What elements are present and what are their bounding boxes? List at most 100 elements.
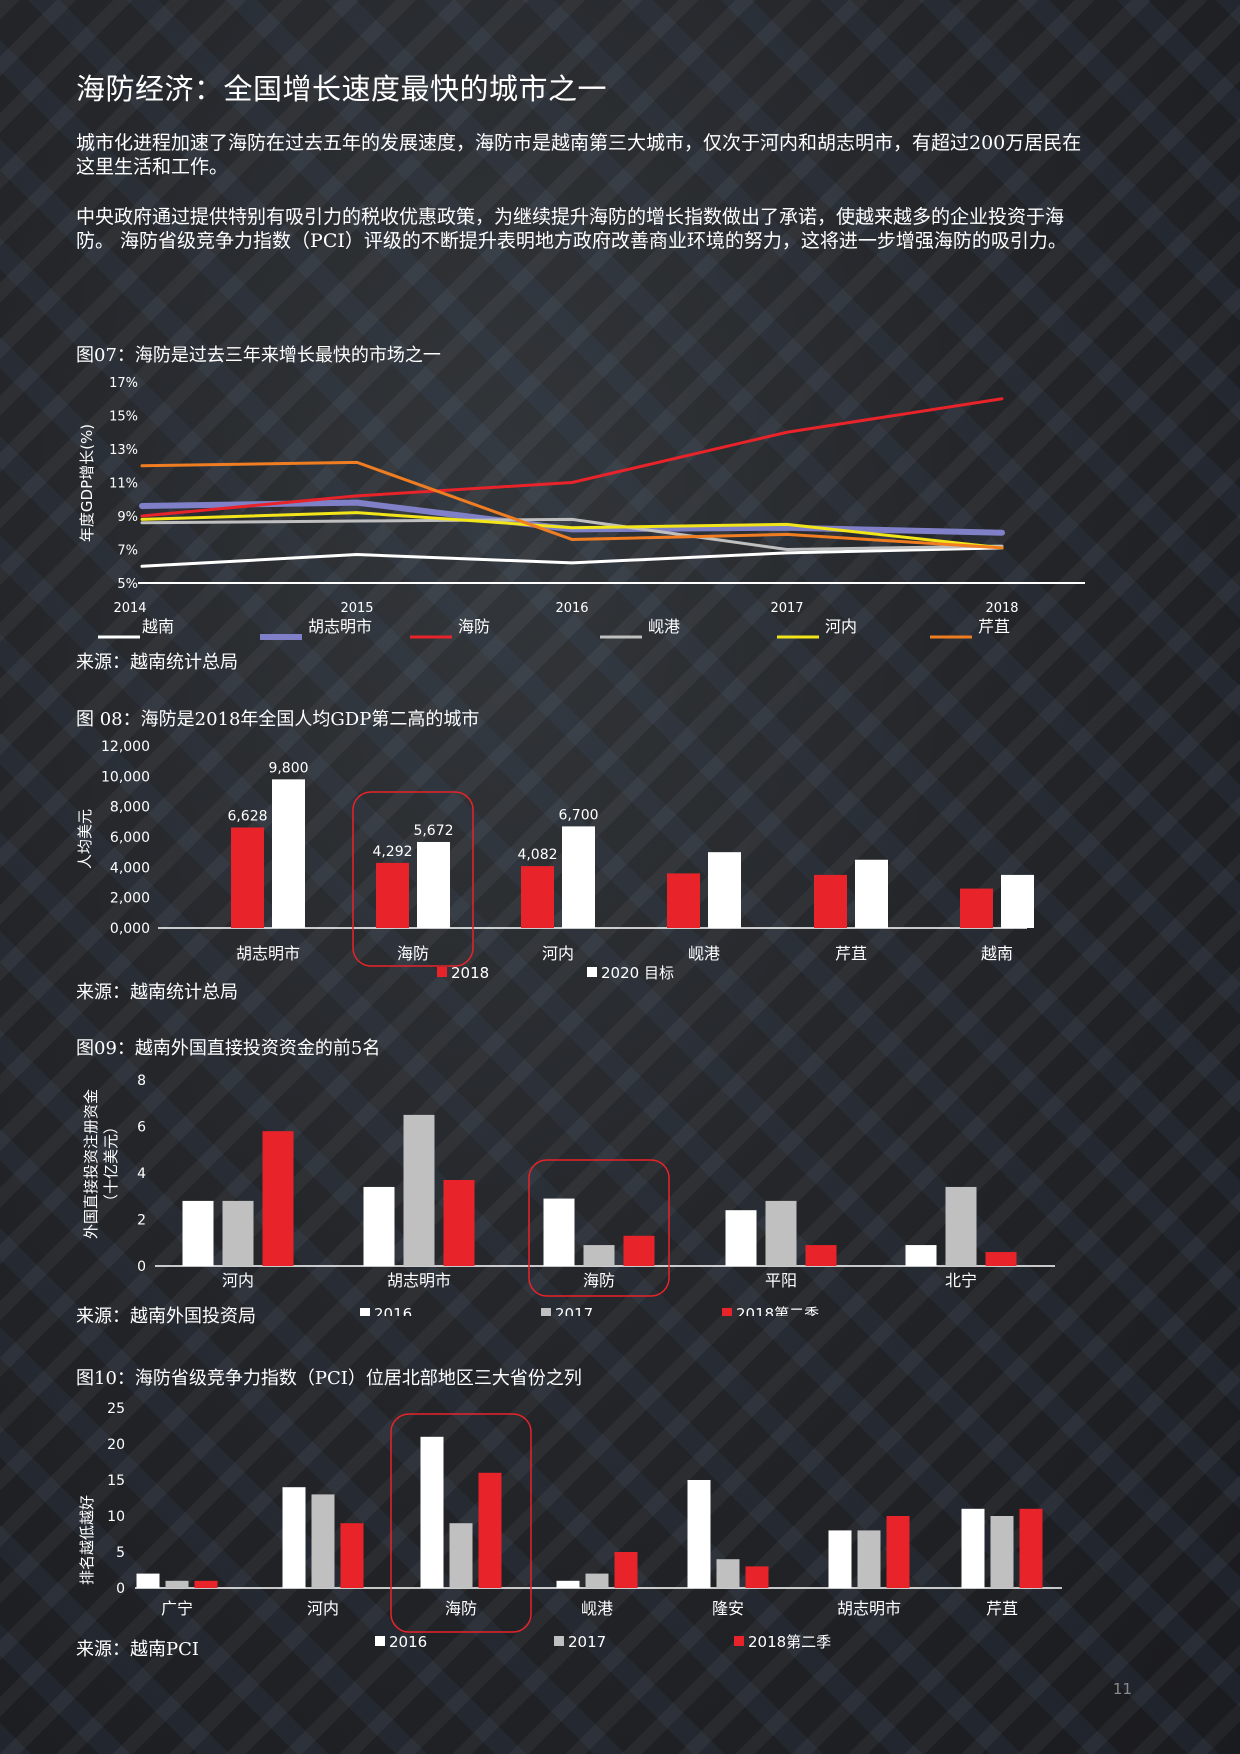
fig08-source: 来源：越南统计总局: [76, 982, 238, 1003]
fig10-title: 图10：海防省级竞争力指数（PCI）位居北部地区三大省份之列: [76, 1368, 582, 1389]
bar-0: [376, 862, 409, 928]
bar-0: [960, 888, 993, 928]
fig07-title: 图07：海防是过去三年来增长最快的市场之一: [76, 345, 441, 366]
bar-0: [420, 1436, 444, 1588]
category-label: 海防: [583, 1271, 615, 1290]
y-tick-label: 8,000: [110, 800, 150, 816]
data-label: 4,082: [517, 847, 557, 863]
bar-2: [614, 1552, 638, 1588]
legend-label: 2016: [374, 1305, 412, 1316]
y-tick-label: 17%: [109, 376, 138, 391]
bar-0: [556, 1580, 580, 1588]
bar-2: [478, 1472, 502, 1588]
data-label: 6,628: [227, 808, 267, 824]
y-tick-label: 5%: [117, 577, 138, 592]
legend-swatch: [554, 1636, 564, 1646]
bar-2: [443, 1179, 475, 1266]
series-line-3: [140, 517, 1004, 551]
bar-2: [340, 1523, 364, 1588]
bar-2: [745, 1566, 769, 1588]
y-tick-label: 2: [137, 1213, 146, 1229]
bar-0: [282, 1487, 306, 1588]
x-tick-label: 2018: [985, 601, 1018, 616]
category-label: 芹苴: [986, 1599, 1018, 1618]
x-tick-label: 2014: [113, 601, 146, 616]
fig09-source: 来源：越南外国投资局: [76, 1306, 256, 1327]
bar-0: [814, 874, 847, 928]
legend-swatch: [360, 1308, 370, 1316]
legend-label: 2017: [555, 1305, 593, 1316]
bar-0: [182, 1200, 214, 1266]
bar-1: [583, 1245, 615, 1266]
data-label: 5,672: [413, 823, 453, 839]
bar-1: [708, 852, 741, 928]
legend-label: 2018: [451, 964, 489, 982]
series-line-2: [140, 397, 1004, 518]
category-label: 胡志明市: [837, 1599, 901, 1618]
y-tick-label: 4: [137, 1166, 146, 1182]
highlight-box: [390, 1413, 532, 1633]
legend-label: 2020 目标: [601, 964, 674, 982]
category-label: 海防: [397, 944, 429, 963]
bar-0: [363, 1186, 395, 1266]
series-line-4: [140, 511, 1004, 550]
bar-1: [311, 1494, 335, 1588]
bar-1: [403, 1114, 435, 1266]
category-label: 岘港: [688, 944, 720, 963]
category-label: 平阳: [765, 1271, 797, 1290]
fig08-title: 图 08：海防是2018年全国人均GDP第二高的城市: [76, 709, 480, 730]
bar-0: [725, 1210, 757, 1266]
category-label: 广宁: [161, 1599, 193, 1618]
y-tick-label: 6: [137, 1120, 146, 1136]
y-tick-label: 20: [107, 1437, 125, 1453]
highlight-box: [528, 1159, 670, 1297]
y-tick-label: 8: [137, 1073, 146, 1089]
legend-swatch: [734, 1636, 744, 1646]
policy-paragraph: 中央政府通过提供特别有吸引力的税收优惠政策，为继续提升海防的增长指数做出了承诺，…: [76, 206, 1067, 252]
legend-swatch: [437, 967, 447, 977]
bar-0: [667, 873, 700, 928]
bar-1: [417, 841, 450, 928]
bar-0: [521, 866, 554, 928]
x-tick-label: 2017: [770, 601, 803, 616]
series-line-0: [140, 546, 1004, 568]
category-label: 越南: [981, 944, 1013, 963]
bar-1: [165, 1580, 189, 1588]
y-tick-label: 15%: [109, 410, 138, 425]
legend-swatch: [541, 1308, 551, 1316]
bar-2: [886, 1516, 910, 1588]
y-axis-label: 人均美元: [76, 809, 94, 869]
legend-label: 芹苴: [978, 617, 1010, 636]
y-axis-label: 年度GDP增长(%): [78, 424, 96, 542]
bar-1: [855, 859, 888, 928]
legend-label: 河内: [825, 617, 857, 636]
y-tick-label: 11%: [109, 477, 138, 492]
y-axis-label: （十亿美元）: [102, 1119, 120, 1209]
bar-1: [585, 1573, 609, 1588]
legend-label: 2018第二季: [748, 1633, 831, 1651]
bar-1: [272, 779, 305, 928]
y-tick-label: 12,000: [101, 739, 150, 755]
y-tick-label: 7%: [117, 544, 138, 559]
bar-1: [857, 1530, 881, 1588]
y-axis-label: 排名越低越好: [78, 1495, 96, 1585]
bar-2: [805, 1245, 837, 1266]
bar-0: [905, 1245, 937, 1266]
legend-label: 海防: [458, 617, 490, 636]
y-tick-label: 10,000: [101, 769, 150, 785]
bar-0: [543, 1198, 575, 1266]
highlight-box: [352, 791, 474, 967]
bar-1: [945, 1186, 977, 1266]
y-tick-label: 13%: [109, 443, 138, 458]
y-tick-label: 15: [107, 1473, 125, 1489]
bar-0: [136, 1573, 160, 1588]
fig10-source: 来源：越南PCI: [76, 1639, 199, 1660]
fig08-bar-chart: 0,000 2,000 4,000 6,000 8,000 10,000 12,000 人均美…: [76, 739, 1034, 982]
bar-1: [1001, 874, 1034, 928]
legend-label: 越南: [142, 617, 174, 636]
x-tick-label: 2015: [340, 601, 373, 616]
category-label: 胡志明市: [236, 944, 300, 963]
x-tick-label: 2016: [555, 601, 588, 616]
legend-label: 岘港: [648, 617, 680, 636]
y-tick-label: 6,000: [110, 830, 150, 846]
